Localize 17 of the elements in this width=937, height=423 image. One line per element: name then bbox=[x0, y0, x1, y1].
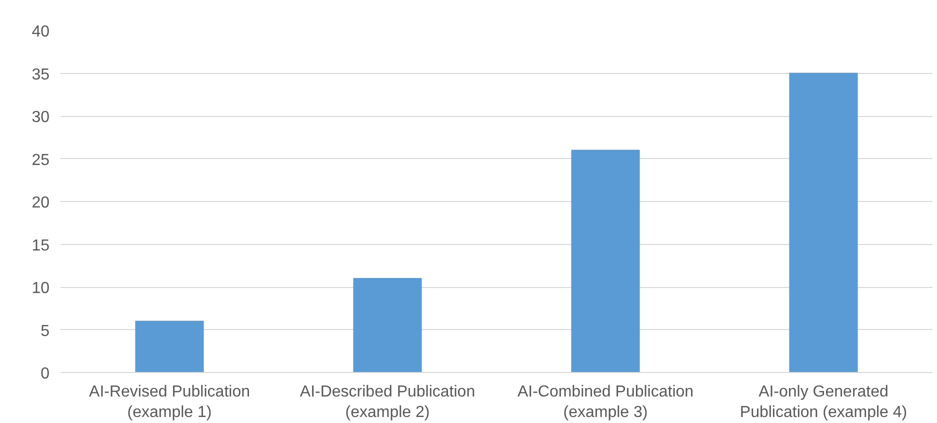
x-tick-label: AI-Described Publication (example 2) bbox=[300, 384, 476, 421]
y-tick-label: 40 bbox=[32, 24, 50, 40]
y-tick-label: 15 bbox=[32, 237, 50, 254]
y-tick-label: 30 bbox=[32, 109, 50, 126]
x-tick-label: AI-only Generated Publication (example 4) bbox=[740, 384, 908, 421]
y-tick-label: 35 bbox=[32, 66, 50, 84]
y-tick-label: 5 bbox=[40, 322, 50, 340]
bar bbox=[353, 278, 422, 372]
y-tick-label: 25 bbox=[32, 152, 50, 169]
bar bbox=[789, 72, 858, 372]
bar bbox=[135, 320, 204, 372]
y-tick-label: 0 bbox=[40, 366, 50, 382]
bar bbox=[571, 150, 640, 372]
x-tick-label: AI-Combined Publication (example 3) bbox=[517, 384, 694, 421]
y-tick-label: 10 bbox=[32, 280, 50, 297]
y-tick-label: 20 bbox=[32, 194, 50, 212]
x-tick-label: AI-Revised Publication (example 1) bbox=[89, 384, 250, 421]
